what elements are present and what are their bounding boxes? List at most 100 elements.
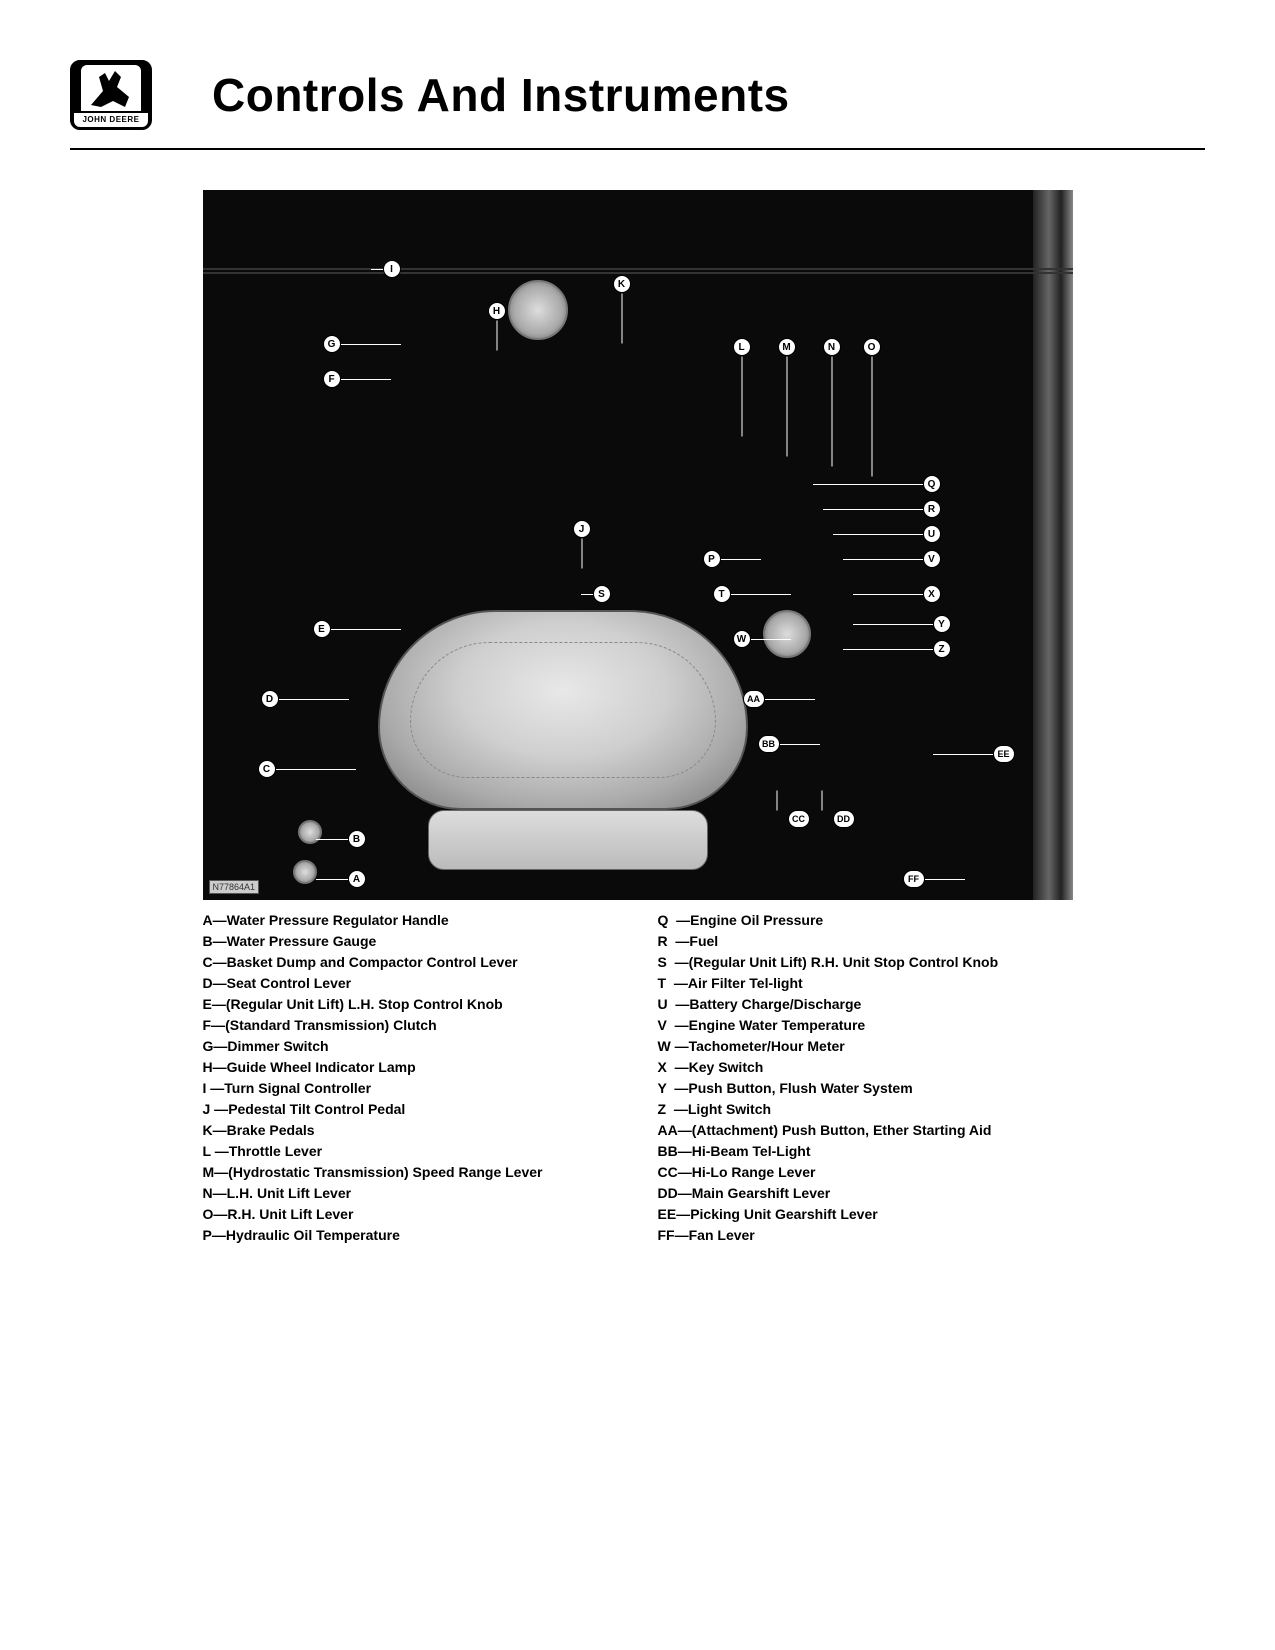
legend-desc: Basket Dump and Compactor Control Lever	[227, 952, 518, 973]
legend-key: E—	[203, 994, 226, 1015]
knob	[298, 820, 322, 844]
diagram-container: N77864A1 ABCDEFGHIJKLMNOPQRSTUVWXYZAABBC…	[70, 190, 1205, 900]
panel-line	[203, 268, 1073, 270]
legend-row: BB—Hi-Beam Tel-Light	[658, 1141, 1073, 1162]
callout-leader	[741, 357, 742, 437]
legend-key: AA—	[658, 1120, 692, 1141]
callout-u: U	[923, 525, 941, 543]
callout-o: O	[863, 338, 881, 356]
callout-j: J	[573, 520, 591, 538]
legend-key: B—	[203, 931, 227, 952]
page: JOHN DEERE Controls And Instruments N778…	[0, 0, 1275, 1286]
legend-key: K—	[203, 1120, 227, 1141]
callout-leader	[853, 594, 923, 595]
legend-row: P—Hydraulic Oil Temperature	[203, 1225, 618, 1246]
header-rule	[70, 148, 1205, 150]
callout-leader	[843, 559, 923, 560]
legend-row: S —(Regular Unit Lift) R.H. Unit Stop Co…	[658, 952, 1073, 973]
legend-desc: Water Pressure Regulator Handle	[227, 910, 449, 931]
legend-desc: (Regular Unit Lift) L.H. Stop Control Kn…	[226, 994, 503, 1015]
brand-logo-text: JOHN DEERE	[74, 113, 148, 127]
callout-c: C	[258, 760, 276, 778]
callout-leader	[496, 321, 497, 351]
callout-x: X	[923, 585, 941, 603]
legend-desc: L.H. Unit Lift Lever	[227, 1183, 351, 1204]
legend-key: R —	[658, 931, 690, 952]
legend-row: Q —Engine Oil Pressure	[658, 910, 1073, 931]
legend-desc: Turn Signal Controller	[224, 1078, 371, 1099]
legend-desc: Hi-Lo Range Lever	[692, 1162, 816, 1183]
legend: A—Water Pressure Regulator HandleB—Water…	[203, 910, 1073, 1246]
tach-gauge	[763, 610, 811, 658]
legend-key: F—	[203, 1015, 226, 1036]
legend-key: L —	[203, 1141, 229, 1162]
legend-desc: Hydraulic Oil Temperature	[226, 1225, 400, 1246]
callout-m: M	[778, 338, 796, 356]
legend-desc: Push Button, Flush Water System	[688, 1078, 912, 1099]
legend-desc: Brake Pedals	[227, 1120, 315, 1141]
callout-a: A	[348, 870, 366, 888]
legend-key: I —	[203, 1078, 225, 1099]
legend-row: W —Tachometer/Hour Meter	[658, 1036, 1073, 1057]
legend-desc: Throttle Lever	[229, 1141, 322, 1162]
legend-desc: Water Pressure Gauge	[227, 931, 377, 952]
callout-s: S	[593, 585, 611, 603]
legend-left-column: A—Water Pressure Regulator HandleB—Water…	[203, 910, 618, 1246]
legend-desc: Air Filter Tel-light	[688, 973, 803, 994]
legend-desc: Pedestal Tilt Control Pedal	[228, 1099, 405, 1120]
legend-desc: (Standard Transmission) Clutch	[225, 1015, 437, 1036]
legend-desc: Main Gearshift Lever	[692, 1183, 831, 1204]
legend-key: FF—	[658, 1225, 689, 1246]
legend-row: EE—Picking Unit Gearshift Lever	[658, 1204, 1073, 1225]
callout-leader	[821, 791, 822, 811]
callout-leader	[933, 754, 993, 755]
legend-desc: Fuel	[689, 931, 718, 952]
legend-row: M—(Hydrostatic Transmission) Speed Range…	[203, 1162, 618, 1183]
callout-leader	[871, 357, 872, 477]
legend-row: H—Guide Wheel Indicator Lamp	[203, 1057, 618, 1078]
callout-aa: AA	[743, 690, 765, 708]
callout-y: Y	[933, 615, 951, 633]
callout-leader	[823, 509, 923, 510]
callout-l: L	[733, 338, 751, 356]
callout-leader	[765, 699, 815, 700]
callout-leader	[331, 629, 401, 630]
callout-leader	[341, 379, 391, 380]
callout-g: G	[323, 335, 341, 353]
legend-row: AA—(Attachment) Push Button, Ether Start…	[658, 1120, 1073, 1141]
legend-row: E—(Regular Unit Lift) L.H. Stop Control …	[203, 994, 618, 1015]
callout-leader	[843, 649, 933, 650]
callout-leader	[721, 559, 761, 560]
brand-logo: JOHN DEERE	[70, 60, 152, 130]
callout-leader	[731, 594, 791, 595]
callout-e: E	[313, 620, 331, 638]
callout-leader	[925, 879, 965, 880]
legend-key: G—	[203, 1036, 228, 1057]
legend-key: D—	[203, 973, 227, 994]
legend-desc: Light Switch	[688, 1099, 771, 1120]
legend-row: O—R.H. Unit Lift Lever	[203, 1204, 618, 1225]
callout-ee: EE	[993, 745, 1015, 763]
legend-row: Y —Push Button, Flush Water System	[658, 1078, 1073, 1099]
legend-row: X —Key Switch	[658, 1057, 1073, 1078]
legend-row: C—Basket Dump and Compactor Control Leve…	[203, 952, 618, 973]
legend-desc: (Attachment) Push Button, Ether Starting…	[692, 1120, 992, 1141]
callout-k: K	[613, 275, 631, 293]
legend-row: L —Throttle Lever	[203, 1141, 618, 1162]
callout-dd: DD	[833, 810, 855, 828]
callout-q: Q	[923, 475, 941, 493]
callout-leader	[279, 699, 349, 700]
legend-right-column: Q —Engine Oil PressureR —FuelS —(Regular…	[658, 910, 1073, 1246]
operator-seat	[378, 610, 748, 810]
legend-desc: (Hydrostatic Transmission) Speed Range L…	[228, 1162, 542, 1183]
callout-w: W	[733, 630, 751, 648]
legend-desc: Hi-Beam Tel-Light	[692, 1141, 811, 1162]
legend-key: X —	[658, 1057, 689, 1078]
callout-p: P	[703, 550, 721, 568]
legend-row: U —Battery Charge/Discharge	[658, 994, 1073, 1015]
legend-row: F—(Standard Transmission) Clutch	[203, 1015, 618, 1036]
callout-n: N	[823, 338, 841, 356]
callout-leader	[833, 534, 923, 535]
legend-key: H—	[203, 1057, 227, 1078]
legend-key: EE—	[658, 1204, 691, 1225]
